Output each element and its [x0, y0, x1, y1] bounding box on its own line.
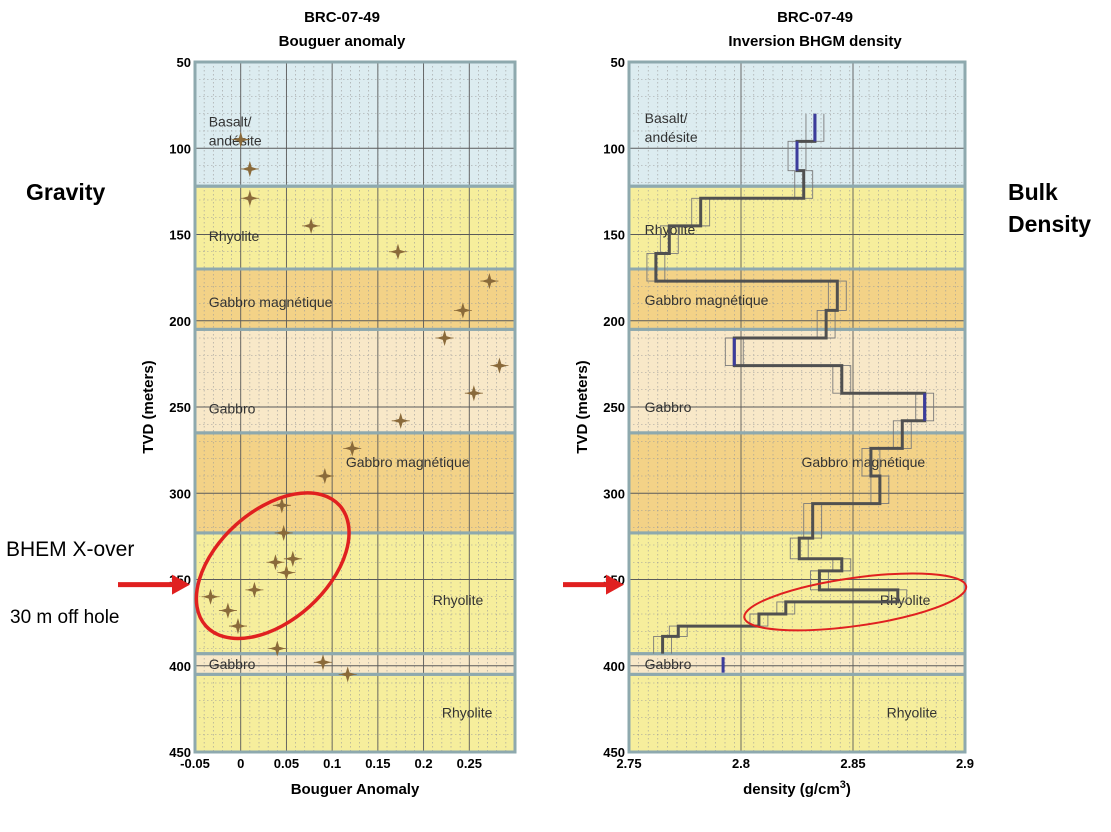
- x-axis-label-end: ): [846, 781, 851, 798]
- arrow-head: [172, 574, 190, 595]
- y-tick-label: 200: [169, 314, 191, 329]
- y-tick-label: 150: [169, 228, 191, 243]
- layer-label: Basalt/: [645, 110, 688, 126]
- y-tick-label: 250: [603, 400, 625, 415]
- plot-frame: [193, 60, 517, 754]
- layer-band: [629, 674, 965, 752]
- layer-label: Rhyolite: [442, 704, 493, 720]
- layer-label: Gabbro magnétique: [645, 292, 769, 308]
- layer-label: andésite: [645, 129, 698, 145]
- x-tick-label: 0: [237, 756, 244, 771]
- y-axis-label: TVD (meters): [140, 360, 157, 453]
- layer-band: [195, 653, 515, 675]
- layer-label: Rhyolite: [880, 592, 931, 608]
- x-axis-label-text: density (g/cm: [743, 781, 840, 798]
- x-tick-label: 0.25: [457, 756, 482, 771]
- layer-band: [629, 432, 965, 533]
- x-tick-label: 0.1: [323, 756, 341, 771]
- bhem-crossover-label: BHEM X-over: [6, 538, 135, 561]
- layer-label: Rhyolite: [433, 592, 484, 608]
- y-tick-label: 100: [169, 141, 191, 156]
- anomaly-ellipse: [194, 491, 351, 641]
- y-tick-label: 150: [603, 228, 625, 243]
- offset-label: 30 m off hole: [10, 607, 120, 628]
- density-label: Density: [1008, 211, 1092, 237]
- layer-band: [629, 329, 965, 433]
- x-tick-label: 0.05: [274, 756, 299, 771]
- layer-label: Basalt/: [209, 114, 252, 130]
- y-tick-label: 400: [169, 659, 191, 674]
- y-tick-label: 450: [169, 745, 191, 760]
- layer-band: [629, 269, 965, 330]
- layer-label: Gabbro magnétique: [801, 454, 925, 470]
- layer-label: andésite: [209, 133, 262, 149]
- density-inversion-chart: BRC-07-49 Inversion BHGM density Basalt/an…: [563, 9, 974, 798]
- y-tick-label: 300: [603, 486, 625, 501]
- layer-label: Gabbro: [645, 656, 692, 672]
- bulk-label: Bulk: [1008, 179, 1058, 205]
- plot-frame: [627, 60, 967, 754]
- layer-band: [195, 532, 515, 654]
- layer-label: Gabbro: [209, 656, 256, 672]
- y-tick-label: 300: [169, 486, 191, 501]
- x-tick-label: 2.85: [840, 756, 865, 771]
- y-tick-label: 100: [603, 141, 625, 156]
- x-tick-label: 0.2: [415, 756, 433, 771]
- x-axis-label-text: Bouguer Anomaly: [291, 781, 420, 798]
- x-tick-label: -0.05: [180, 756, 210, 771]
- layer-label: Gabbro magnétique: [346, 454, 470, 470]
- layer-band: [195, 269, 515, 330]
- y-tick-label: 50: [177, 55, 191, 70]
- layer-band: [629, 653, 965, 675]
- y-tick-label: 50: [611, 55, 625, 70]
- layer-label: Rhyolite: [887, 704, 938, 720]
- anomaly-ellipse: [743, 572, 968, 632]
- y-axis-label: TVD (meters): [574, 360, 591, 453]
- layer-label: Rhyolite: [209, 228, 260, 244]
- x-tick-label: 2.8: [732, 756, 750, 771]
- chart-subtitle: Inversion BHGM density: [728, 33, 902, 50]
- chart-subtitle: Bouguer anomaly: [279, 33, 406, 50]
- x-tick-label: 0.15: [365, 756, 390, 771]
- bouguer-anomaly-chart: BRC-07-49 Bouguer anomaly Basalt/andésite R…: [118, 9, 517, 798]
- layer-band: [629, 532, 965, 654]
- layer-band: [195, 674, 515, 752]
- x-tick-label: 2.9: [956, 756, 974, 771]
- layer-label: Gabbro: [645, 399, 692, 415]
- x-axis-label: Bouguer Anomaly: [291, 781, 420, 798]
- chart-title: BRC-07-49: [777, 9, 853, 26]
- chart-title: BRC-07-49: [304, 9, 380, 26]
- y-tick-label: 200: [603, 314, 625, 329]
- y-tick-label: 450: [603, 745, 625, 760]
- y-tick-label: 250: [169, 400, 191, 415]
- layer-label: Gabbro: [209, 401, 256, 417]
- layer-band: [195, 329, 515, 433]
- x-axis-label: density (g/cm3): [743, 779, 851, 798]
- gravity-label: Gravity: [26, 179, 106, 205]
- x-axis-label-sup: 3: [840, 779, 846, 791]
- x-tick-label: 2.75: [616, 756, 641, 771]
- arrow-head: [606, 574, 624, 595]
- y-tick-label: 400: [603, 659, 625, 674]
- density-step-line: [654, 113, 927, 654]
- layer-label: Gabbro magnétique: [209, 294, 333, 310]
